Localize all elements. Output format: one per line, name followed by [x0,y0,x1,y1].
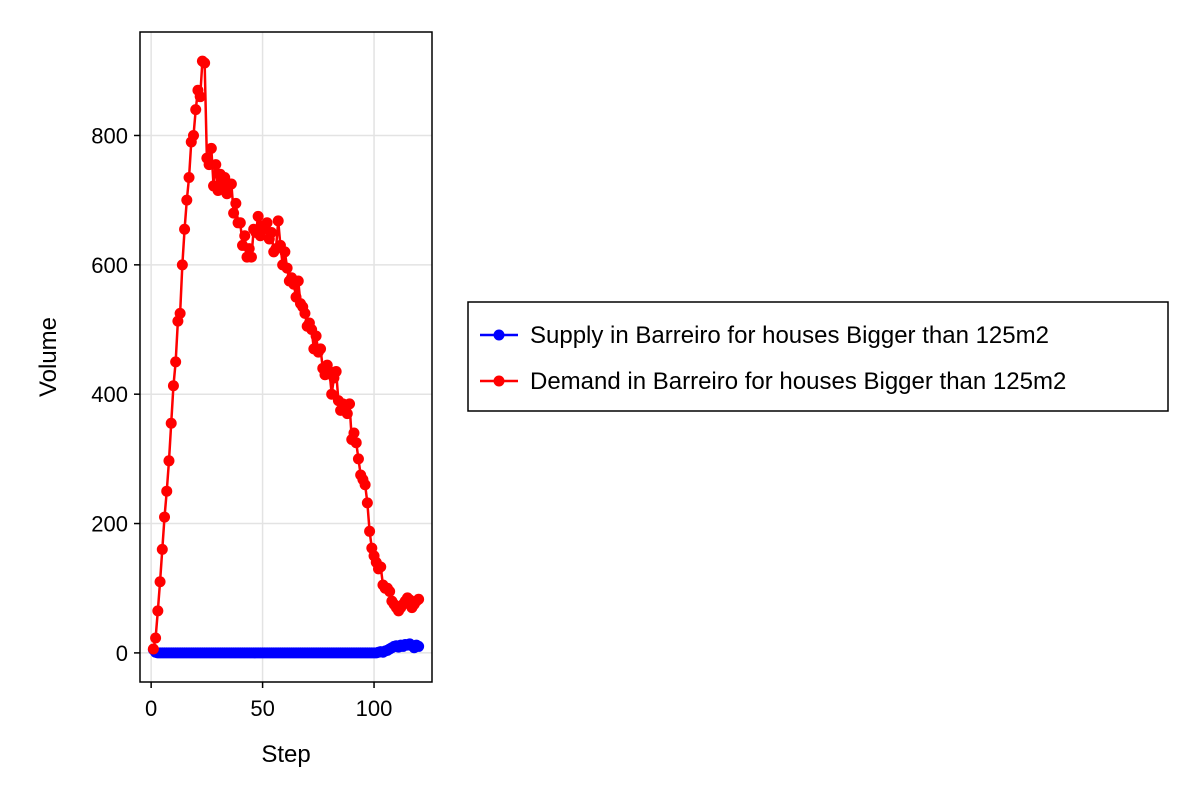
data-point [299,307,311,319]
data-point [361,497,373,509]
legend-swatch-marker-supply [493,329,505,341]
data-point [156,543,168,555]
x-axis-label: Step [261,741,310,768]
data-point [413,593,425,605]
data-point [228,207,240,219]
data-point [147,643,159,655]
legend: Supply in Barreiro for houses Bigger tha… [467,301,1169,412]
data-point [225,178,237,190]
x-tick-label: 100 [356,696,393,721]
data-point [179,223,191,235]
y-tick-label: 800 [91,123,128,148]
data-point [190,104,202,116]
legend-label-demand: Demand in Barreiro for houses Bigger tha… [530,368,1066,395]
y-tick-label: 400 [91,382,128,407]
data-point [234,217,246,229]
data-point [167,380,179,392]
data-point [350,437,362,449]
series-layer [147,55,425,659]
data-point [174,307,186,319]
series-demand [147,55,425,655]
data-point [384,585,396,597]
y-axis-label: Volume [35,317,62,397]
legend-label-supply: Supply in Barreiro for houses Bigger tha… [530,322,1049,349]
y-tick-label: 0 [116,641,128,666]
data-point [364,525,376,537]
data-point [205,142,217,154]
data-point [165,417,177,429]
legend-item-demand: Demand in Barreiro for houses Bigger tha… [480,368,1066,395]
data-point [239,230,251,242]
data-point [348,427,360,439]
data-point [252,210,264,222]
data-point [170,356,182,368]
data-point [243,243,255,255]
data-point [330,366,342,378]
data-point [352,453,364,465]
data-point [181,194,193,206]
data-point [261,217,273,229]
data-point [292,275,304,287]
data-point [375,561,387,573]
data-point [194,91,206,103]
data-point [245,251,257,263]
data-point [159,511,171,523]
data-point [152,605,164,617]
axes: 0 50 100 0 200 400 600 800 [91,123,392,721]
x-tick-label: 0 [145,696,157,721]
data-point [199,57,211,69]
data-point [310,330,322,342]
series-supply [147,638,425,659]
data-point [176,259,188,271]
data-point [150,632,162,644]
data-point [210,159,222,171]
plot-frame [139,31,433,683]
data-point [188,129,199,141]
data-point [344,398,356,410]
data-point [315,343,327,355]
data-point [183,172,195,184]
y-tick-label: 600 [91,253,128,278]
data-point [359,479,371,491]
x-tick-label: 50 [250,696,274,721]
y-tick-label: 200 [91,512,128,537]
legend-item-supply: Supply in Barreiro for houses Bigger tha… [480,322,1049,349]
data-point [161,485,173,497]
data-point [281,262,293,274]
data-point [272,215,284,227]
data-point [266,227,278,238]
data-point [163,455,175,467]
data-point [230,197,242,209]
legend-box [467,301,1169,412]
data-point [413,640,425,652]
data-point [341,408,353,420]
data-point [279,246,291,258]
legend-swatch-marker-demand [493,375,505,387]
data-point [221,188,233,200]
data-point [154,576,166,588]
